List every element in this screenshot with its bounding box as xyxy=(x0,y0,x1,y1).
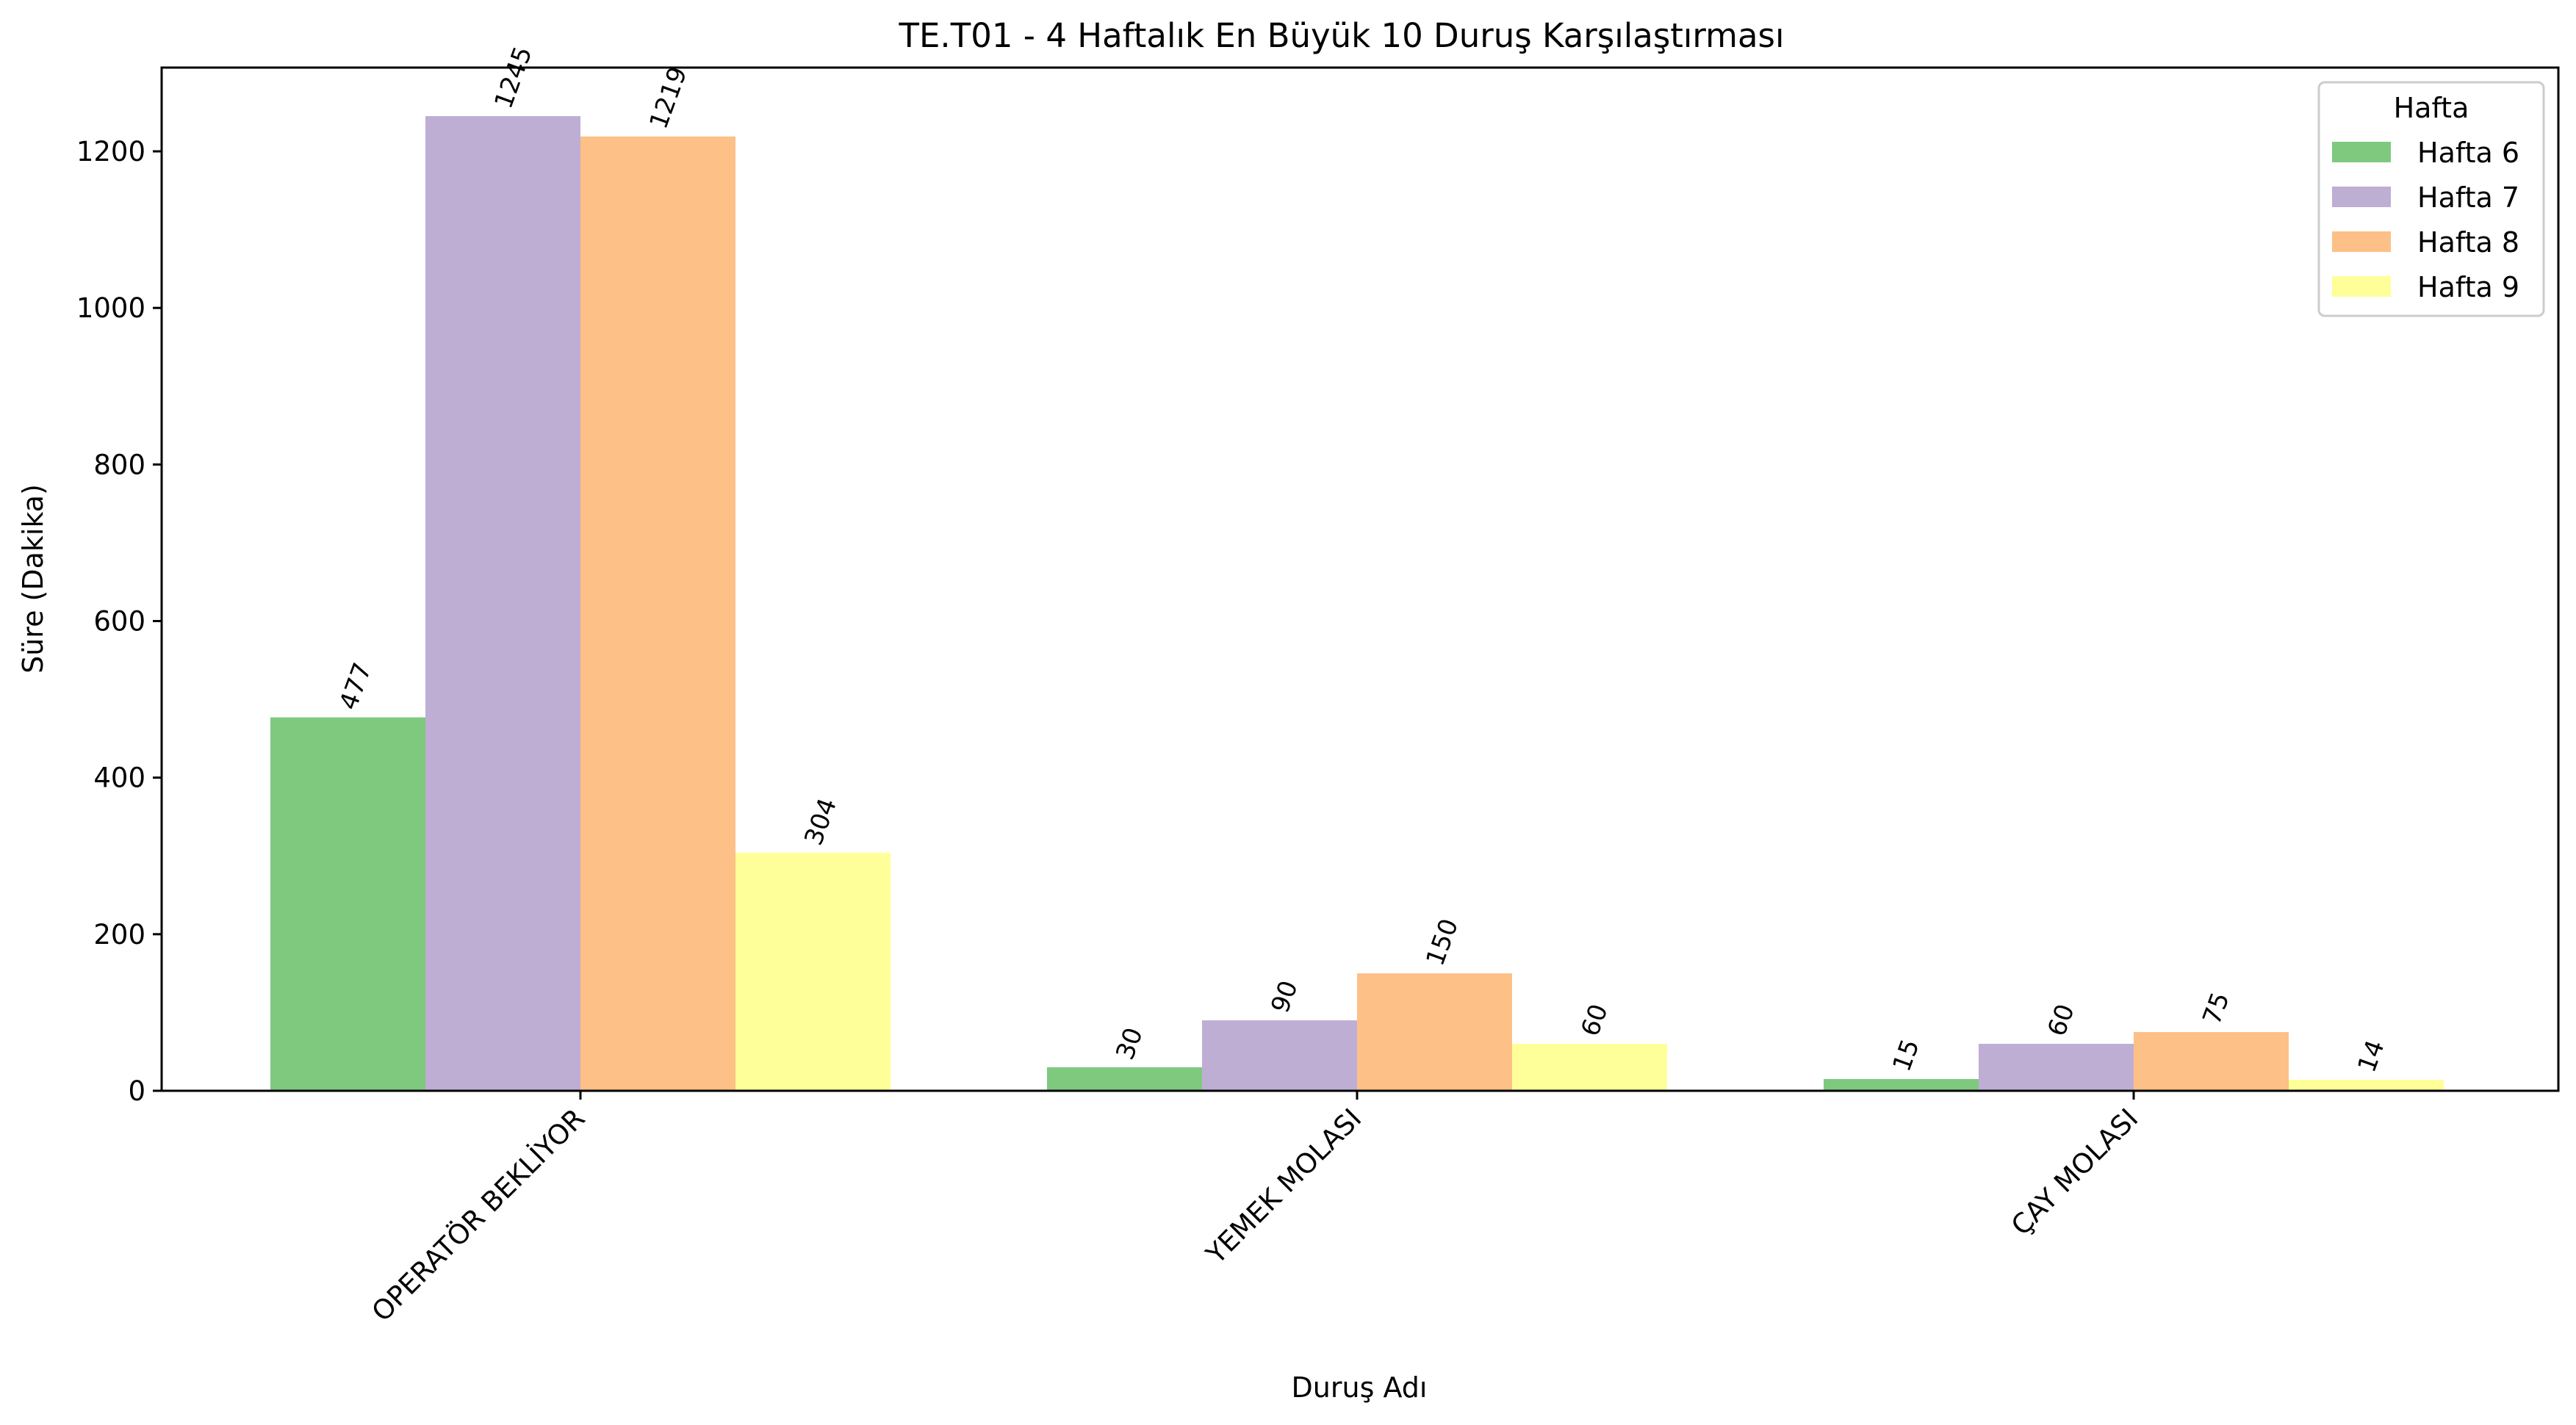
bar-value-label: 90 xyxy=(1265,977,1303,1017)
y-tick-label: 400 xyxy=(93,762,145,794)
bar-value-label: 60 xyxy=(2042,1000,2080,1040)
bar xyxy=(1357,973,1512,1091)
bar xyxy=(1202,1020,1357,1091)
bars-layer xyxy=(270,116,2444,1091)
bar xyxy=(425,116,580,1091)
y-tick-label: 200 xyxy=(93,919,145,950)
x-axis: OPERATÖR BEKLİYOR YEMEK MOLASI ÇAY MOLASI xyxy=(366,1091,2144,1328)
y-tick-label: 0 xyxy=(128,1075,145,1107)
bar-value-label: 14 xyxy=(2352,1036,2390,1076)
bar-value-label: 477 xyxy=(334,659,378,714)
x-tick-label: ÇAY MOLASI xyxy=(2005,1103,2144,1241)
x-tick-label: OPERATÖR BEKLİYOR xyxy=(366,1103,591,1328)
bar-value-label: 150 xyxy=(1420,915,1464,970)
bar xyxy=(1512,1044,1667,1091)
legend-swatch xyxy=(2332,276,2391,297)
bar xyxy=(2289,1080,2444,1091)
bar xyxy=(1979,1044,2134,1091)
bar-value-label: 60 xyxy=(1575,1000,1613,1040)
legend-label: Hafta 9 xyxy=(2417,271,2519,303)
legend-swatch xyxy=(2332,187,2391,207)
y-tick-label: 600 xyxy=(93,606,145,638)
bar xyxy=(2134,1032,2289,1091)
plot-area-frame xyxy=(160,66,2560,1092)
y-tick-label: 1000 xyxy=(76,292,145,324)
legend: Hafta Hafta 6 Hafta 7 Hafta 8 Hafta 9 xyxy=(2317,81,2545,317)
bar xyxy=(270,717,425,1091)
bar xyxy=(1824,1079,1979,1091)
y-tick-label: 800 xyxy=(93,449,145,480)
bar-value-label: 304 xyxy=(799,794,843,849)
bar-value-label: 75 xyxy=(2197,989,2235,1028)
y-axis: 0 200 400 600 800 1000 1200 xyxy=(76,136,162,1107)
legend-swatch xyxy=(2332,231,2391,252)
legend-label: Hafta 7 xyxy=(2417,181,2519,214)
y-axis-label: Süre (Dakika) xyxy=(17,484,49,674)
x-tick-label: YEMEK MOLASI xyxy=(1200,1103,1368,1271)
legend-label: Hafta 8 xyxy=(2417,226,2519,259)
bar-value-label: 1245 xyxy=(489,43,538,112)
chart-title: TE.T01 - 4 Haftalık En Büyük 10 Duruş Ka… xyxy=(899,16,1785,55)
bar-value-label: 1219 xyxy=(644,63,693,133)
bar xyxy=(580,136,735,1091)
bar-value-label: 30 xyxy=(1110,1024,1148,1064)
legend-label: Hafta 6 xyxy=(2417,137,2519,169)
legend-title: Hafta xyxy=(2394,92,2469,124)
legend-swatch xyxy=(2332,142,2391,162)
bar-value-label: 15 xyxy=(1887,1036,1925,1075)
bar xyxy=(735,852,891,1091)
y-tick-label: 1200 xyxy=(76,136,145,167)
bar xyxy=(1047,1067,1202,1091)
x-axis-label: Duruş Adı xyxy=(1292,1371,1428,1404)
legend-items: Hafta 6 Hafta 7 Hafta 8 Hafta 9 xyxy=(2332,137,2519,303)
legend-box xyxy=(2317,81,2545,317)
